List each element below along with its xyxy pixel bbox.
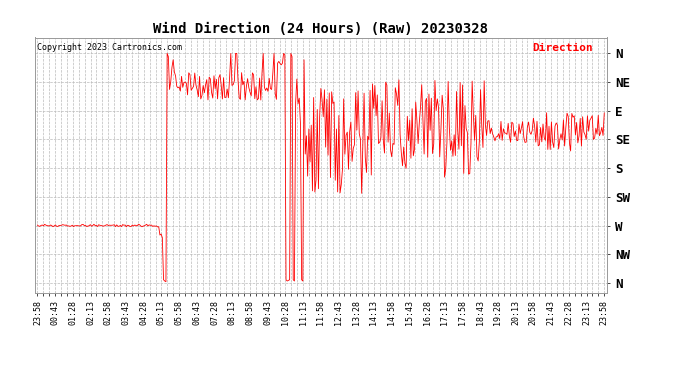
Title: Wind Direction (24 Hours) (Raw) 20230328: Wind Direction (24 Hours) (Raw) 20230328 [153, 22, 489, 36]
Text: Copyright 2023 Cartronics.com: Copyright 2023 Cartronics.com [37, 43, 182, 52]
Text: Direction: Direction [533, 43, 593, 52]
